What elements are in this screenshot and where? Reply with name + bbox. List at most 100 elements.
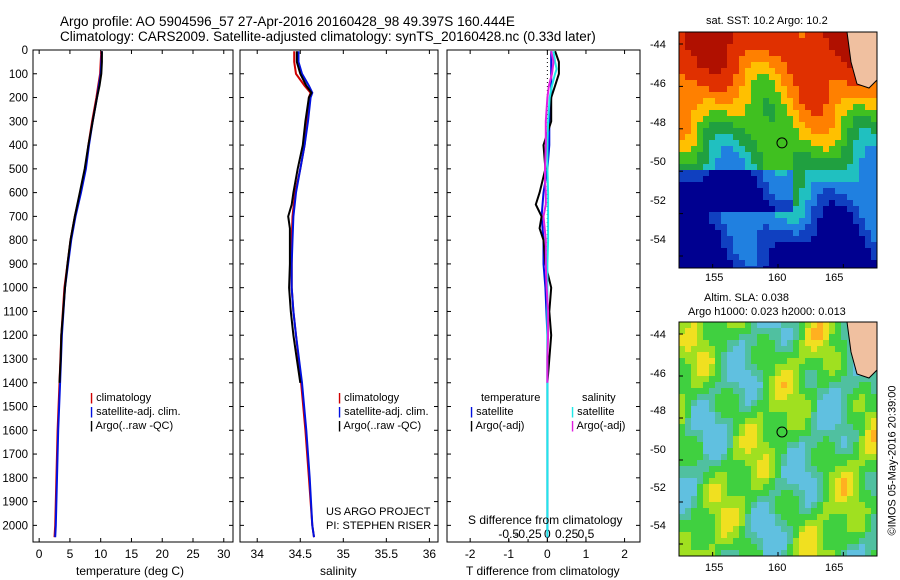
sla-ytick: -52 [650, 482, 666, 494]
sst-map-title: sat. SST: 10.2 Argo: 10.2 [706, 15, 828, 27]
sla-ytick: -48 [650, 405, 666, 417]
header-line-1: Argo profile: AO 5904596_57 27-Apr-2016 … [60, 14, 515, 29]
ytick-label: 600 [9, 188, 28, 200]
xtick-label: 30 [217, 547, 231, 561]
ytick-label: 1900 [2, 497, 28, 509]
sla-xtick: 165 [825, 562, 844, 574]
s-tick-label: -0.25 [514, 527, 542, 541]
sst-xtick: 160 [768, 272, 787, 284]
sla-argo-marker [776, 426, 788, 438]
series-line-s-argo-adj- [542, 50, 555, 383]
sla-ytick: -44 [650, 329, 666, 341]
diff-legend-sal-satellite: | satellite [571, 406, 615, 418]
sst-xtick: 165 [825, 272, 844, 284]
series-line-satellite-adj-clim- [54, 51, 103, 538]
sal-annotation-pi: PI: STEPHEN RISER [326, 520, 432, 532]
xtick-label: 34 [251, 547, 265, 561]
xtick-label: 0 [544, 547, 551, 561]
s-tick-label: -0.5 [498, 527, 519, 541]
sla-map-title-2: Argo h1000: 0.023 h2000: 0.013 [688, 306, 846, 318]
xtick-label: 25 [186, 547, 200, 561]
plot-frame [239, 49, 439, 543]
sla-ytick: -46 [650, 368, 666, 380]
series-line-satellite-adj-clim- [290, 51, 315, 538]
ytick-label: 1500 [2, 402, 28, 414]
xtick-label: 5 [67, 547, 74, 561]
xtick-label: 10 [94, 547, 108, 561]
ytick-label: 1000 [2, 283, 28, 295]
series-line-climatology [53, 51, 103, 538]
xtick-label: 36 [423, 547, 437, 561]
xtick-label: -2 [465, 547, 476, 561]
xtick-label: 15 [125, 547, 139, 561]
ytick-label: 1200 [2, 330, 28, 342]
ytick-label: 1400 [2, 378, 28, 390]
ytick-label: 1300 [2, 354, 28, 366]
ytick-label: 500 [9, 164, 28, 176]
sla-xtick: 160 [768, 562, 787, 574]
ytick-label: 300 [9, 116, 28, 128]
sla-map-title-1: Altim. SLA: 0.038 [704, 292, 789, 304]
sst-xtick: 155 [705, 272, 724, 284]
xtick-label: 20 [156, 547, 170, 561]
sal-legend-climatology: | climatology [338, 392, 400, 404]
plot-frame [446, 49, 641, 543]
sal-legend-argo: | Argo(..raw -QC) [338, 420, 422, 432]
sst-ytick: -52 [650, 195, 666, 207]
sst-ytick: -44 [650, 39, 666, 51]
xtick-label: 34.5 [289, 547, 313, 561]
header-line-2: Climatology: CARS2009. Satellite-adjuste… [60, 29, 596, 44]
xtick-label: 35 [337, 547, 351, 561]
ytick-label: 0 [22, 45, 28, 57]
s-tick-label: 0.25 [555, 527, 579, 541]
s-tick-label: 0.5 [578, 527, 595, 541]
sst-ytick: -50 [650, 156, 666, 168]
temp-legend-argo: | Argo(..raw -QC) [90, 420, 174, 432]
ytick-label: 700 [9, 211, 28, 223]
diff-xlabel-top: S difference from climatology [468, 513, 623, 527]
ytick-label: 1600 [2, 425, 28, 437]
diff-legend-temp-argo: | Argo(-adj) [470, 420, 525, 432]
xtick-label: 1 [583, 547, 590, 561]
ytick-label: 400 [9, 140, 28, 152]
imos-credit: ©IMOS 05-May-2016 20:39:00 [886, 385, 899, 536]
ytick-label: 900 [9, 259, 28, 271]
temp-legend-satellite: | satellite-adj. clim. [90, 406, 181, 418]
xtick-label: 0 [36, 547, 43, 561]
diff-legend-temp-satellite: | satellite [470, 406, 514, 418]
sst-ytick: -48 [650, 117, 666, 129]
plot-frame [32, 49, 234, 543]
series-line-argo-raw-qc- [287, 51, 313, 383]
sla-xtick: 155 [705, 562, 724, 574]
sst-ytick: -46 [650, 78, 666, 90]
sla-map-field [679, 322, 877, 556]
diff-legend-sal-title: salinity [582, 392, 616, 404]
series-line-climatology [290, 51, 315, 538]
ytick-label: 100 [9, 69, 28, 81]
ytick-label: 200 [9, 93, 28, 105]
ytick-label: 1100 [3, 306, 28, 318]
ytick-label: 800 [9, 235, 28, 247]
sal-legend-satellite: | satellite-adj. clim. [338, 406, 429, 418]
diff-xlabel: T difference from climatology [466, 564, 620, 578]
sal-annotation-project: US ARGO PROJECT [326, 506, 431, 518]
series-line-s-satellite [546, 51, 558, 538]
ytick-label: 2000 [2, 520, 28, 532]
xtick-label: 2 [621, 547, 628, 561]
diff-legend-temp-title: temperature [481, 392, 541, 404]
series-line-argo-raw-qc- [58, 51, 103, 383]
sla-ytick: -50 [650, 444, 666, 456]
sst-argo-marker [776, 137, 788, 149]
series-line-t-argo-adj- [534, 50, 560, 383]
xtick-label: -1 [503, 547, 514, 561]
sst-map-field [679, 32, 877, 268]
sst-ytick: -54 [650, 234, 666, 246]
sal-xlabel: salinity [320, 564, 357, 578]
sla-ytick: -54 [650, 520, 666, 532]
ytick-label: 1700 [2, 449, 28, 461]
ytick-label: 1800 [2, 473, 28, 485]
diff-legend-sal-argo: | Argo(-adj) [571, 420, 626, 432]
temp-xlabel: temperature (deg C) [76, 564, 185, 578]
xtick-label: 35.5 [375, 547, 399, 561]
